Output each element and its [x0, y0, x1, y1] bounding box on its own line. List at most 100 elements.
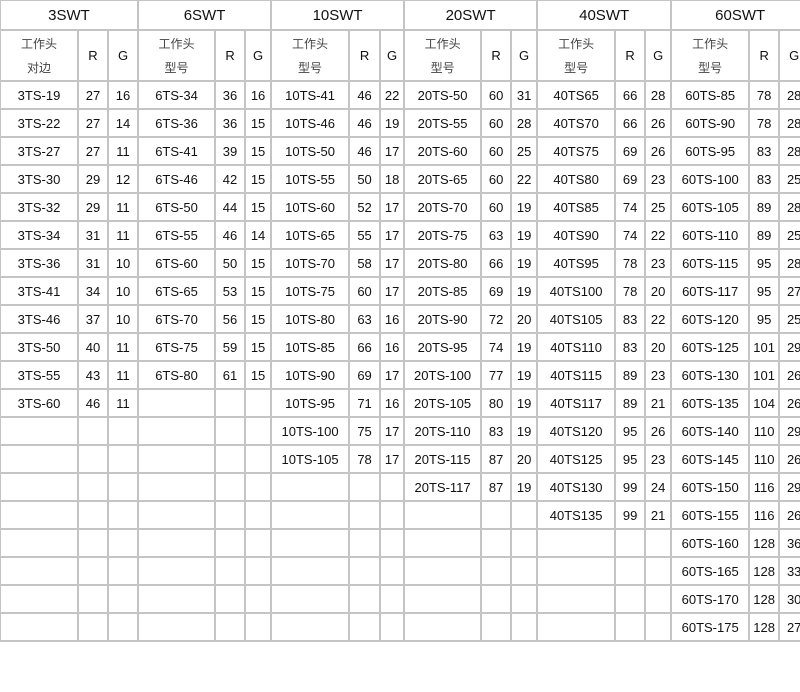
r-value-cell: [77, 416, 109, 446]
r-value-cell: 63: [348, 304, 382, 334]
g-value-cell: 11: [106, 332, 140, 362]
r-value-cell: 83: [748, 164, 781, 194]
g-value-cell: 20: [644, 332, 673, 362]
g-value-cell: 19: [379, 108, 406, 138]
g-value-cell: 17: [379, 360, 406, 390]
g-value-cell: 10: [106, 276, 140, 306]
g-value-cell: [510, 584, 539, 614]
model-cell: 60TS-125: [670, 332, 751, 362]
g-value-cell: 25: [778, 164, 800, 194]
r-value-cell: 27: [77, 136, 109, 166]
g-value-cell: [379, 528, 406, 558]
model-cell: 20TS-100: [403, 360, 483, 390]
model-cell: 10TS-55: [270, 164, 351, 194]
model-cell: 10TS-70: [270, 248, 351, 278]
model-cell: [403, 500, 483, 530]
model-cell: 6TS-55: [137, 220, 217, 250]
g-value-cell: 17: [379, 276, 406, 306]
g-value-cell: 28: [778, 108, 800, 138]
model-cell: 40TS100: [536, 276, 617, 306]
model-cell: 6TS-70: [137, 304, 217, 334]
model-cell: [137, 444, 217, 474]
model-cell: 60TS-170: [670, 584, 751, 614]
model-header-line: 工作头: [158, 36, 195, 51]
model-cell: [137, 388, 217, 418]
g-value-cell: [106, 500, 140, 530]
model-cell: 10TS-90: [270, 360, 351, 390]
model-cell: 3TS-60: [0, 388, 79, 418]
g-value-cell: 11: [106, 192, 140, 222]
r-column-header: R: [77, 29, 109, 82]
model-cell: [137, 556, 217, 586]
r-value-cell: 50: [348, 164, 382, 194]
model-cell: 20TS-115: [403, 444, 483, 474]
model-cell: 6TS-75: [137, 332, 217, 362]
model-cell: 10TS-60: [270, 192, 351, 222]
r-value-cell: 95: [748, 248, 781, 278]
table-row: 20TS-117 87 19 40TS130 99 24 60TS-150 116 29: [0, 472, 800, 502]
r-value-cell: 99: [614, 500, 647, 530]
model-cell: 60TS-110: [670, 220, 751, 250]
r-value-cell: 83: [748, 136, 781, 166]
g-value-cell: [379, 584, 406, 614]
model-cell: 10TS-46: [270, 108, 351, 138]
table-row: 3TS-41 34 10 6TS-65 53 15 10TS-75 60 17 20TS-85 69…: [0, 276, 800, 306]
r-value-cell: 95: [748, 276, 781, 306]
group-title: 10SWT: [270, 0, 406, 31]
r-value-cell: 43: [77, 360, 109, 390]
g-value-cell: 17: [379, 444, 406, 474]
model-cell: 40TS110: [536, 332, 617, 362]
r-value-cell: 42: [214, 164, 247, 194]
g-value-cell: 15: [244, 108, 273, 138]
model-cell: 20TS-70: [403, 192, 483, 222]
r-value-cell: 128: [748, 584, 781, 614]
table-row: 3TS-30 29 12 6TS-46 42 15 10TS-55 50 18 20TS-65 60…: [0, 164, 800, 194]
r-value-cell: [214, 416, 247, 446]
model-cell: 3TS-55: [0, 360, 79, 390]
g-value-cell: 16: [379, 332, 406, 362]
model-column-header: 工作头 型号: [670, 29, 751, 82]
model-cell: [137, 416, 217, 446]
model-cell: [137, 500, 217, 530]
g-value-cell: 28: [644, 80, 673, 110]
r-value-cell: 95: [614, 416, 647, 446]
r-value-cell: 34: [77, 276, 109, 306]
model-cell: [270, 612, 351, 642]
r-value-cell: 83: [614, 332, 647, 362]
g-value-cell: 19: [510, 416, 539, 446]
r-value-cell: 72: [480, 304, 513, 334]
r-value-cell: 87: [480, 472, 513, 502]
r-value-cell: [214, 584, 247, 614]
model-cell: 40TS75: [536, 136, 617, 166]
g-value-cell: [244, 500, 273, 530]
model-cell: [0, 612, 79, 642]
r-value-cell: 83: [614, 304, 647, 334]
g-value-cell: 27: [778, 276, 800, 306]
g-value-cell: 19: [510, 192, 539, 222]
g-value-cell: 15: [244, 164, 273, 194]
group-title: 20SWT: [403, 0, 539, 31]
g-value-cell: 36: [778, 528, 800, 558]
g-value-cell: 26: [644, 136, 673, 166]
g-value-cell: [106, 584, 140, 614]
r-value-cell: 78: [614, 248, 647, 278]
model-cell: 60TS-120: [670, 304, 751, 334]
model-cell: [536, 528, 617, 558]
r-value-cell: 61: [214, 360, 247, 390]
g-value-cell: 15: [244, 192, 273, 222]
g-value-cell: 25: [778, 220, 800, 250]
r-value-cell: 128: [748, 612, 781, 642]
g-value-cell: 10: [106, 304, 140, 334]
r-value-cell: [348, 472, 382, 502]
model-cell: 20TS-90: [403, 304, 483, 334]
g-value-cell: 19: [510, 472, 539, 502]
g-value-cell: 15: [244, 276, 273, 306]
g-value-cell: [244, 444, 273, 474]
r-value-cell: 60: [480, 136, 513, 166]
g-value-cell: 30: [778, 584, 800, 614]
model-cell: [137, 584, 217, 614]
model-cell: [536, 584, 617, 614]
model-cell: 10TS-95: [270, 388, 351, 418]
g-value-cell: 21: [644, 500, 673, 530]
r-value-cell: 83: [480, 416, 513, 446]
